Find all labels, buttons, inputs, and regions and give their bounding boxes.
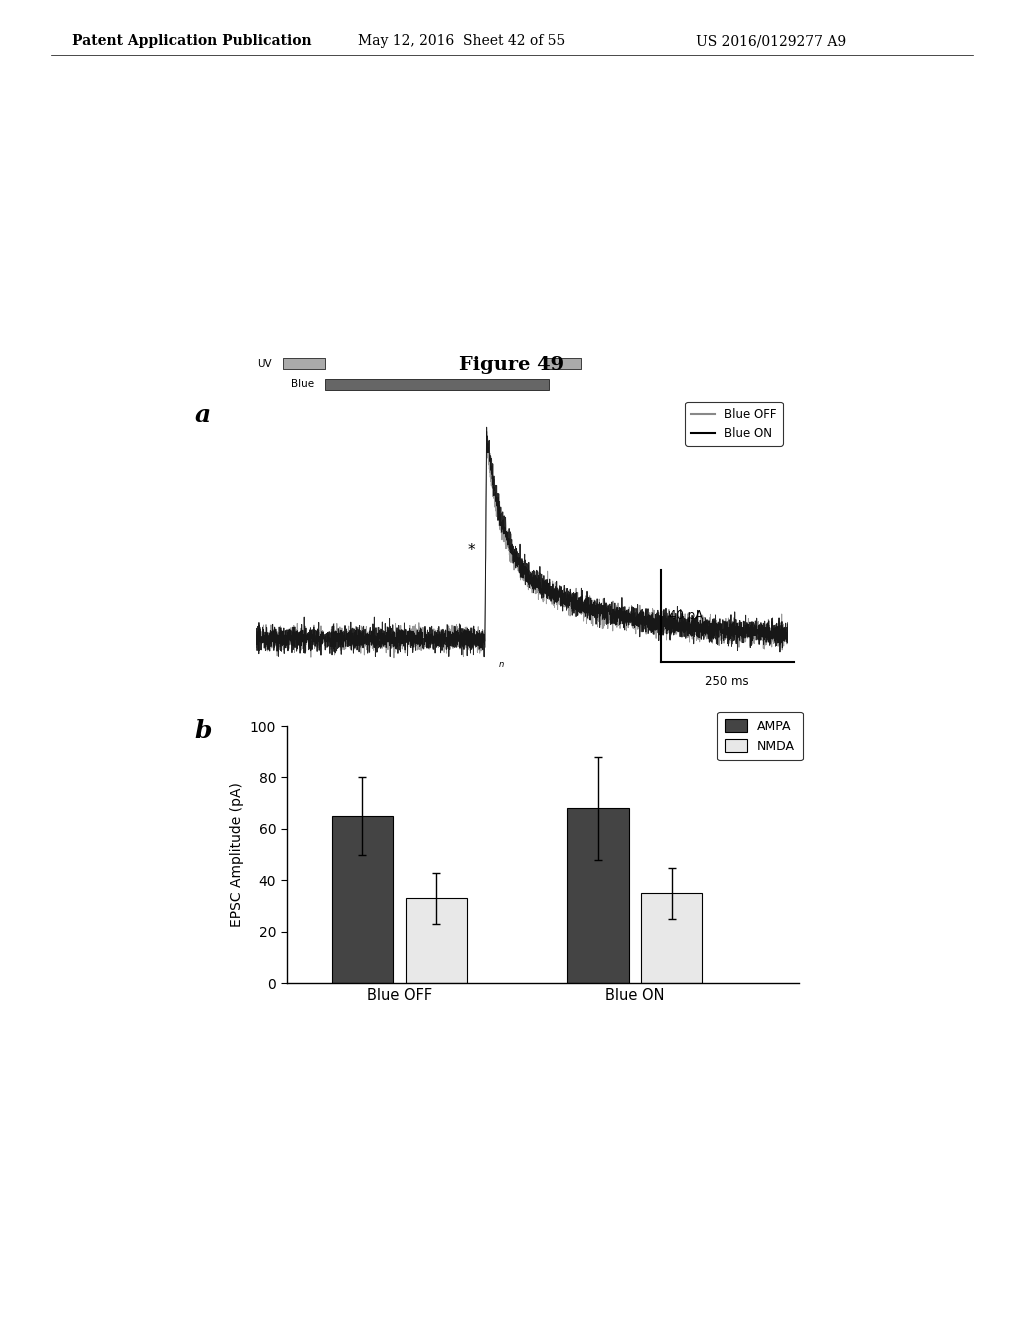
- Text: Blue: Blue: [292, 379, 314, 389]
- Legend: Blue OFF, Blue ON: Blue OFF, Blue ON: [685, 401, 782, 446]
- Legend: AMPA, NMDA: AMPA, NMDA: [717, 711, 803, 760]
- Text: n: n: [499, 660, 504, 669]
- Text: Figure 49: Figure 49: [460, 356, 564, 375]
- Text: May 12, 2016  Sheet 42 of 55: May 12, 2016 Sheet 42 of 55: [358, 34, 565, 49]
- Y-axis label: EPSC Amplitude (pA): EPSC Amplitude (pA): [230, 783, 245, 927]
- Bar: [567, 808, 629, 983]
- Text: a: a: [195, 403, 211, 426]
- Text: 40 pA: 40 pA: [669, 610, 702, 622]
- Text: b: b: [195, 719, 212, 743]
- Text: 250 ms: 250 ms: [706, 676, 750, 689]
- Bar: [332, 816, 393, 983]
- Bar: [406, 899, 467, 983]
- Text: UV: UV: [257, 359, 272, 368]
- Text: US 2016/0129277 A9: US 2016/0129277 A9: [696, 34, 847, 49]
- Bar: [641, 894, 702, 983]
- Text: Patent Application Publication: Patent Application Publication: [72, 34, 311, 49]
- Text: *: *: [468, 544, 475, 558]
